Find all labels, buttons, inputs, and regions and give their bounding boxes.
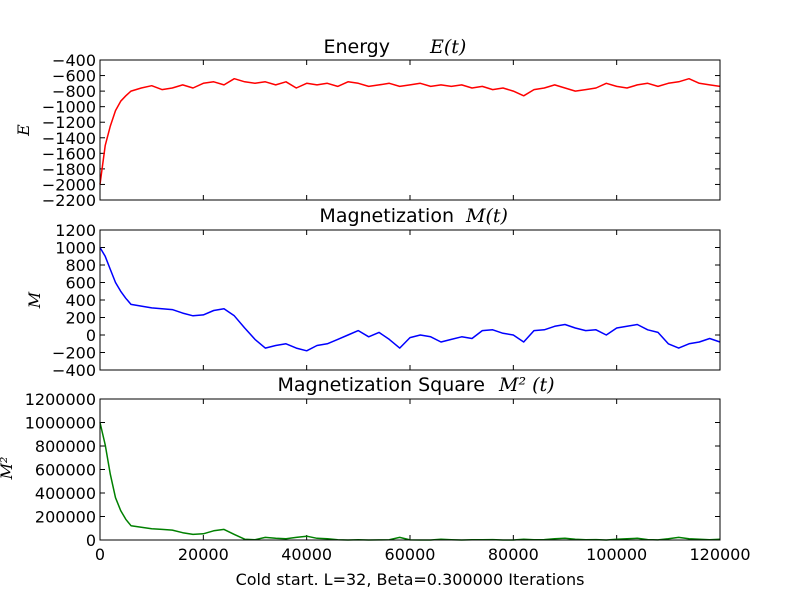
y-tick-label: −600 [52, 67, 96, 86]
y-tick-label: −1000 [42, 98, 96, 117]
y-tick-label: −2200 [42, 191, 96, 210]
y-tick-label: 1200000 [25, 390, 96, 409]
y-tick-label: 1000000 [25, 414, 96, 433]
energy-title-math: E(t) [429, 36, 466, 58]
y-tick-label: −400 [52, 51, 96, 70]
y-tick-label: −200 [52, 344, 96, 363]
magnetization-square-ylabel: M² [0, 457, 16, 481]
series-line [99, 247, 721, 352]
magnetization-axes-frame [99, 229, 721, 371]
y-tick-label: 1000 [55, 239, 96, 258]
magnetization-square-x-tick-labels: 0 20000 40000 60000 80000 100000 120000 [95, 545, 751, 564]
x-tick-label: 120000 [689, 545, 750, 564]
x-tick-label: 40000 [281, 545, 332, 564]
magnetization-plot-area [99, 247, 721, 352]
y-tick-label: 200000 [35, 508, 96, 527]
magnetization-square-tick-labels: 0 200000 400000 600000 800000 1000000 1200000 [25, 390, 96, 550]
y-tick-label: 200 [65, 309, 96, 328]
magnetization-title: Magnetization [319, 205, 454, 227]
energy-tick-labels: −2200−2000−1800−1600−1400−1200−1000−800−… [42, 51, 96, 210]
y-tick-label: −1400 [42, 129, 96, 148]
y-tick-label: 600000 [35, 461, 96, 480]
y-tick-label: 0 [86, 326, 96, 345]
magnetization-square-axes-frame [99, 398, 721, 541]
energy-axes-frame [99, 59, 721, 201]
y-tick-label: −1600 [42, 144, 96, 163]
x-axis-label: Cold start. L=32, Beta=0.300000 Iteratio… [236, 570, 585, 589]
y-tick-label: 800000 [35, 437, 96, 456]
magnetization-panel: Magnetization M(t) M −400−20002004006008… [25, 205, 721, 380]
x-tick-label: 80000 [488, 545, 539, 564]
y-tick-label: −1800 [42, 160, 96, 179]
y-tick-label: 600 [65, 274, 96, 293]
y-tick-label: −2000 [42, 175, 96, 194]
magnetization-ylabel: M [25, 291, 44, 309]
x-tick-label: 60000 [385, 545, 436, 564]
y-tick-label: −1200 [42, 113, 96, 132]
x-tick-label: 0 [95, 545, 105, 564]
y-tick-label: 400000 [35, 484, 96, 503]
energy-title: Energy [323, 36, 390, 58]
y-tick-label: 800 [65, 256, 96, 275]
energy-plot-area [99, 77, 721, 185]
magnetization-title-math: M(t) [465, 205, 508, 227]
energy-panel: Energy E(t) E −2200−2000−1800−1600−1400−… [14, 36, 721, 210]
magnetization-square-panel: Magnetization Square M² (t) M² 020000040… [0, 374, 751, 589]
series-line [99, 77, 721, 185]
energy-ylabel: E [14, 124, 33, 137]
magnetization-square-title-math: M² (t) [498, 374, 555, 396]
y-tick-label: 400 [65, 291, 96, 310]
y-tick-label: −400 [52, 361, 96, 380]
y-tick-label: −800 [52, 82, 96, 101]
magnetization-square-title: Magnetization Square [278, 374, 486, 396]
y-tick-label: 1200 [55, 221, 96, 240]
x-tick-label: 100000 [586, 545, 647, 564]
y-tick-label: 0 [86, 531, 96, 550]
x-tick-label: 20000 [178, 545, 229, 564]
